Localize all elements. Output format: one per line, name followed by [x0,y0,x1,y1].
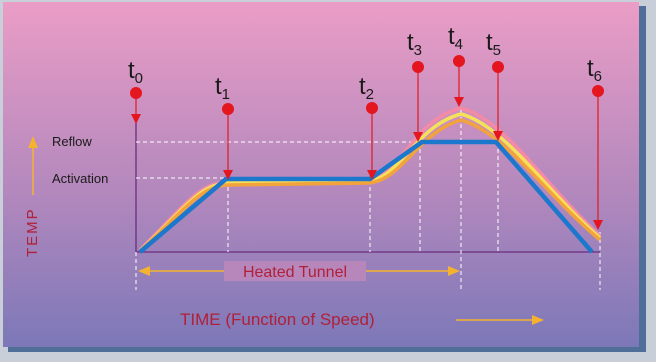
y-axis-label: TEMP [24,207,41,257]
marker-arrow-t1 [222,103,234,180]
marker-arrow-t5 [492,61,504,141]
x-axis-arrow-head [532,315,544,325]
heated-tunnel-span: Heated Tunnel [138,261,460,281]
reflow-label: Reflow [52,134,92,149]
x-axis-label: TIME (Function of Speed) [180,310,375,329]
marker-label-t2: t2 [359,73,374,103]
marker-labels: t0 t1 t2 t3 t4 t5 t6 [128,23,602,103]
y-axis-arrow-head [28,136,38,148]
marker-label-t4: t4 [448,23,463,53]
tunnel-arrow-right-head [448,266,460,276]
profile-curve-orange [138,118,602,253]
marker-label-t3: t3 [407,29,422,59]
marker-arrow-t6 [592,85,604,230]
marker-arrow-t0 [130,87,142,124]
marker-arrow-t3 [412,61,424,142]
marker-arrow-t4 [453,55,465,107]
marker-label-t0: t0 [128,57,143,87]
tunnel-label: Heated Tunnel [243,264,347,281]
tunnel-arrow-left-head [138,266,150,276]
tunnel-label-backdrop [224,261,366,281]
marker-label-t1: t1 [215,73,230,103]
marker-label-t6: t6 [587,55,602,85]
activation-label: Activation [52,171,108,186]
profile-curve-blue [138,139,594,254]
marker-arrow-t2 [366,102,378,180]
marker-label-t5: t5 [486,29,501,59]
time-markers [130,55,604,230]
